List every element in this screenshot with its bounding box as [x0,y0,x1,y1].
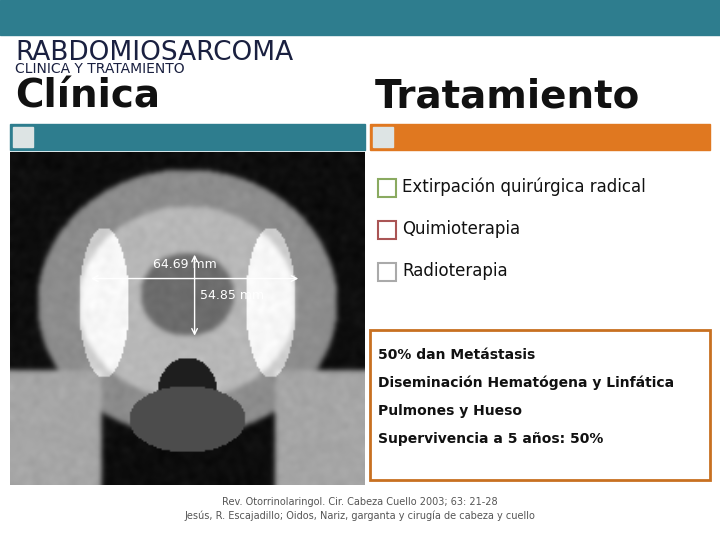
Text: Quimioterapia: Quimioterapia [402,220,520,238]
Text: 50% dan Metástasis: 50% dan Metástasis [378,348,535,362]
Bar [378,263,396,281]
Bar [13,127,33,147]
Text: Jesús, R. Escajadillo; Oidos, Nariz, garganta y cirugía de cabeza y cuello: Jesús, R. Escajadillo; Oidos, Nariz, gar… [184,511,536,521]
Text: Clínica: Clínica [15,78,160,116]
Text: CLINICA Y TRATAMIENTO: CLINICA Y TRATAMIENTO [15,62,184,76]
Text: Pulmones y Hueso: Pulmones y Hueso [378,404,522,418]
Text: RABDOMIOSARCOMA: RABDOMIOSARCOMA [15,40,293,66]
Text: 54.85 mm: 54.85 mm [199,289,264,302]
Bar [370,330,710,480]
Bar [378,179,396,197]
Text: Diseminación Hematógena y Linfática: Diseminación Hematógena y Linfática [378,376,674,390]
Bar [373,127,393,147]
Text: Rev. Otorrinolaringol. Cir. Cabeza Cuello 2003; 63: 21-28: Rev. Otorrinolaringol. Cir. Cabeza Cuell… [222,497,498,507]
Bar [10,124,365,150]
Text: Radioterapia: Radioterapia [402,262,508,280]
Bar [370,124,710,150]
Text: Tratamiento: Tratamiento [375,78,640,116]
Bar [0,0,720,35]
Text: Supervivencia a 5 años: 50%: Supervivencia a 5 años: 50% [378,432,603,446]
Text: Extirpación quirúrgica radical: Extirpación quirúrgica radical [402,178,646,196]
Bar [378,221,396,239]
Text: 64.69 mm: 64.69 mm [153,258,217,271]
